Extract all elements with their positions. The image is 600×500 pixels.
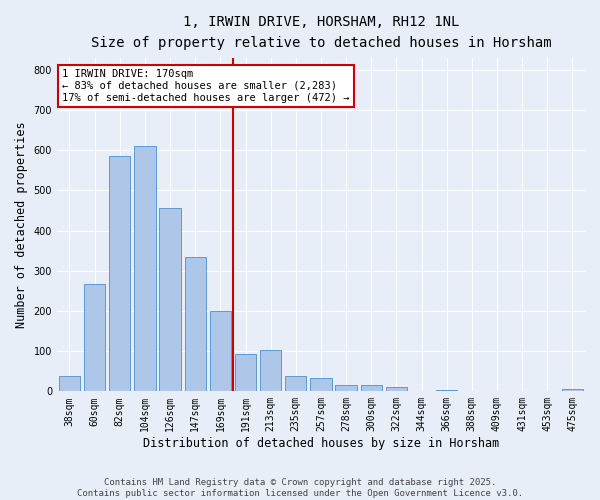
Text: Contains HM Land Registry data © Crown copyright and database right 2025.
Contai: Contains HM Land Registry data © Crown c… [77,478,523,498]
Bar [285,376,307,392]
Bar [260,350,281,392]
Bar [185,256,206,392]
Bar [335,385,357,392]
Text: 1 IRWIN DRIVE: 170sqm
← 83% of detached houses are smaller (2,283)
17% of semi-d: 1 IRWIN DRIVE: 170sqm ← 83% of detached … [62,70,350,102]
Bar [160,208,181,392]
Bar [235,354,256,392]
Bar [562,390,583,392]
Bar [59,376,80,392]
Title: 1, IRWIN DRIVE, HORSHAM, RH12 1NL
Size of property relative to detached houses i: 1, IRWIN DRIVE, HORSHAM, RH12 1NL Size o… [91,15,551,50]
Bar [134,146,155,392]
Bar [209,311,231,392]
Bar [436,390,457,392]
Bar [109,156,130,392]
Y-axis label: Number of detached properties: Number of detached properties [15,121,28,328]
Bar [84,284,106,392]
Bar [386,388,407,392]
X-axis label: Distribution of detached houses by size in Horsham: Distribution of detached houses by size … [143,437,499,450]
Bar [361,385,382,392]
Bar [310,378,332,392]
